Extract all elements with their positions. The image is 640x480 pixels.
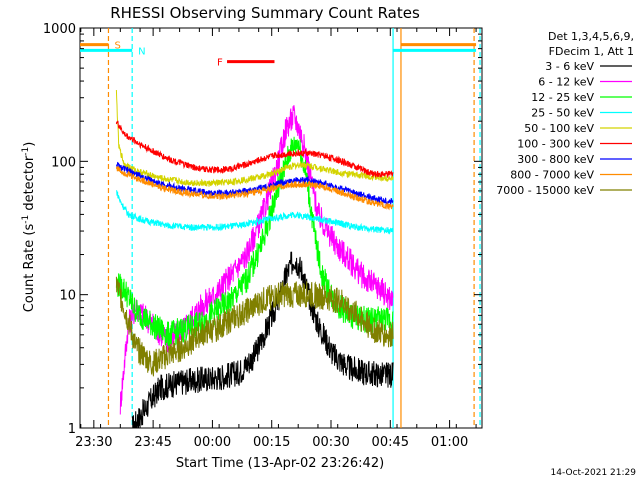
series-line [115,166,394,211]
series-line [116,190,394,235]
footer-timestamp: 14-Oct-2021 21:29 [551,468,637,478]
legend-entry-label: 50 - 100 keV [524,122,594,135]
series-line [131,251,394,429]
x-axis-label: Start Time (13-Apr-02 23:26:42) [176,456,384,471]
x-tick-label: 23:45 [134,435,171,450]
legend-entry-label: 7000 - 15000 keV [496,184,594,197]
y-axis: 1 10 100 1000 [43,22,482,437]
y-tick-label: 1000 [43,22,76,37]
x-tick-label: 00:45 [372,435,409,450]
legend-entry-label: 800 - 7000 keV [510,169,594,182]
y-tick-label: 10 [59,289,76,304]
legend-entry-label: 300 - 800 keV [517,153,594,166]
x-tick-label: 01:00 [431,435,468,450]
plot-area: S N F [79,27,483,429]
legend-entry-label: 3 - 6 keV [545,60,594,73]
x-tick-label: 00:15 [253,435,290,450]
legend-entry-label: 100 - 300 keV [517,138,594,151]
x-tick-label: 23:30 [75,435,112,450]
series-line [115,161,394,206]
legend-entry-label: 25 - 50 keV [531,107,594,120]
x-tick-label: 00:00 [194,435,231,450]
marker-label: S [114,41,120,52]
x-axis: 23:30 23:45 00:00 00:15 00:30 00:45 01:00 [75,28,477,450]
x-tick-label: 00:30 [312,435,349,450]
series-line [115,89,394,188]
legend-header: FDecim 1, Att 1 [549,45,634,58]
y-axis-label: Count Rate (s-1 detector-1) [21,142,37,313]
series-line [115,120,394,179]
legend-entry-label: 6 - 12 keV [538,76,594,89]
chart-title: RHESSI Observing Summary Count Rates [110,4,420,22]
legend-header: Det 1,3,4,5,6,9, [548,30,634,43]
y-tick-label: 1 [68,422,76,437]
legend: Det 1,3,4,5,6,9, FDecim 1, Att 1 3 - 6 keV… [496,30,634,197]
series-line [115,276,394,377]
plot-frame [79,27,483,429]
marker-label: N [138,46,145,57]
legend-entry-label: 12 - 25 keV [531,91,594,104]
series-line [115,136,394,347]
y-tick-label: 100 [51,155,76,170]
marker-label: F [217,58,223,69]
